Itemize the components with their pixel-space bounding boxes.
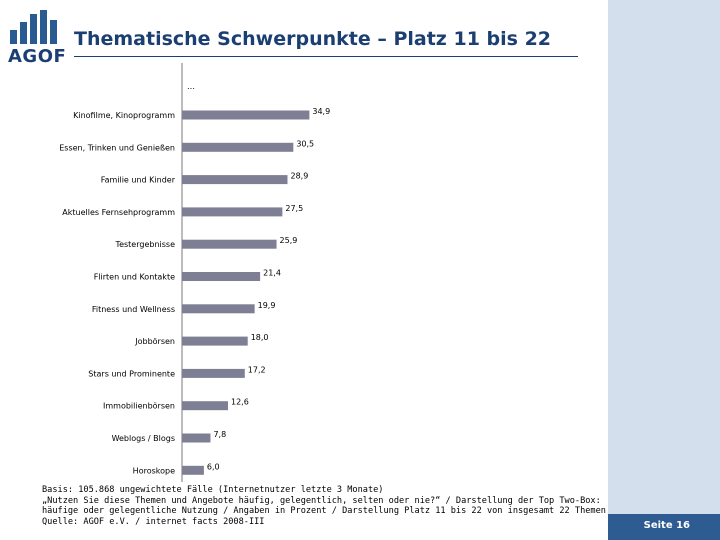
title-divider — [74, 56, 578, 57]
value-label: 30,5 — [296, 139, 314, 148]
side-panel — [608, 0, 720, 540]
category-label: Stars und Prominente — [88, 369, 175, 378]
category-label: Weblogs / Blogs — [112, 434, 175, 443]
bar — [182, 433, 211, 443]
continuation-marker: … — [187, 82, 195, 91]
value-label: 17,2 — [248, 365, 266, 374]
value-label: 6,0 — [207, 462, 220, 471]
value-label: 18,0 — [251, 333, 269, 342]
agof-logo: AGOF — [8, 10, 67, 67]
bar — [182, 110, 310, 120]
bar — [182, 207, 283, 217]
bar — [182, 336, 248, 346]
bar — [182, 465, 204, 475]
footnote-basis: Basis: 105.868 ungewichtete Fälle (Inter… — [42, 485, 384, 495]
bar — [182, 175, 288, 185]
footnote-source: Quelle: AGOF e.V. / internet facts 2008-… — [42, 516, 265, 527]
category-label: Testergebnisse — [115, 240, 176, 249]
value-label: 21,4 — [263, 269, 281, 278]
value-label: 7,8 — [213, 430, 226, 439]
category-label: Jobbörsen — [134, 337, 175, 346]
bar — [182, 401, 228, 411]
category-label: Familie und Kinder — [101, 176, 176, 185]
footnote-question: „Nutzen Sie diese Themen und Angebote hä… — [42, 495, 601, 506]
bar — [182, 368, 245, 378]
value-label: 12,6 — [231, 398, 249, 407]
logo-text: AGOF — [8, 46, 67, 67]
category-label: Kinofilme, Kinoprogramm — [73, 111, 175, 120]
bar — [182, 272, 261, 281]
category-label: Fitness und Wellness — [92, 305, 175, 314]
value-label: 34,9 — [312, 107, 330, 116]
value-label: 25,9 — [280, 236, 298, 245]
category-label: Flirten und Kontakte — [94, 273, 175, 282]
category-label: Essen, Trinken und Genießen — [59, 143, 175, 152]
value-label: 27,5 — [285, 204, 303, 213]
value-label: 19,9 — [258, 301, 276, 310]
page-title: Thematische Schwerpunkte – Platz 11 bis … — [74, 28, 552, 50]
bar-chart: … Kinofilme, Kinoprogramm 34,9 Essen, Trink… — [59, 63, 330, 482]
category-label: Aktuelles Fernsehprogramm — [62, 208, 175, 217]
value-label: 28,9 — [290, 172, 308, 181]
category-label: Horoskope — [133, 466, 175, 475]
bar — [182, 304, 255, 314]
logo-bars-icon — [10, 10, 62, 44]
bar — [182, 142, 294, 152]
footnote-method: häufige oder gelegentliche Nutzung / Ang… — [42, 506, 606, 516]
category-label: Immobilienbörsen — [103, 402, 175, 411]
page-number: Seite 16 — [643, 520, 690, 531]
page-badge: Seite 16 — [608, 514, 720, 540]
footnote: Basis: 105.868 ungewichtete Fälle (Inter… — [42, 485, 608, 527]
bar — [182, 239, 277, 249]
